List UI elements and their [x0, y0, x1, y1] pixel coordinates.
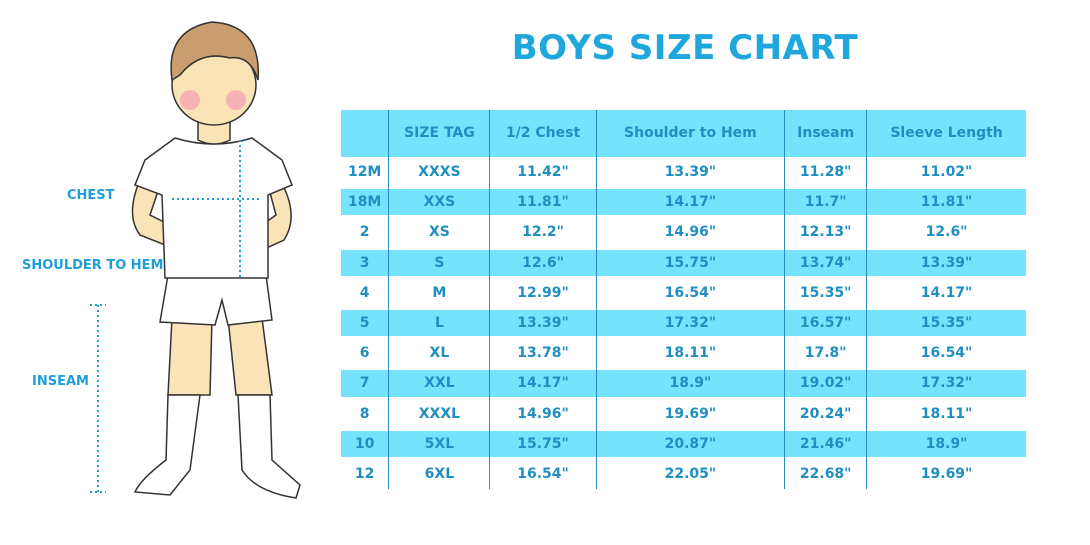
- table-cell: 12.99": [489, 277, 597, 308]
- table-cell: S: [388, 247, 490, 278]
- table-cell: 12.13": [784, 217, 867, 248]
- table-cell: 11.7": [784, 187, 867, 218]
- table-row: 12 6XL 16.54" 22.05" 22.68" 19.69": [341, 458, 1026, 490]
- table-cell: 19.69": [866, 458, 1026, 490]
- table-cell: 11.02": [866, 157, 1026, 188]
- table-cell: 11.28": [784, 157, 867, 188]
- table-cell: 6XL: [388, 458, 490, 490]
- inseam-label: INSEAM: [32, 374, 89, 389]
- table-cell: XXL: [388, 368, 490, 399]
- table-row: 2 XS 12.2" 14.96" 12.13" 12.6": [341, 217, 1026, 248]
- table-cell: 13.39": [489, 307, 597, 339]
- header-row: SIZE TAG 1/2 Chest Shoulder to Hem Inseam Sl…: [341, 110, 1026, 157]
- table-cell: 19.02": [784, 368, 867, 399]
- table-row: 8 XXXL 14.96" 19.69" 20.24" 18.11": [341, 398, 1026, 429]
- column-header: [341, 110, 389, 157]
- table-cell: 18.9": [866, 428, 1026, 459]
- table-cell: 18.9": [595, 368, 785, 399]
- table-cell: 15.35": [784, 277, 867, 308]
- table-row: 12M XXXS 11.42" 13.39" 11.28" 11.02": [341, 157, 1026, 188]
- table-cell: 13.39": [866, 247, 1026, 278]
- table-cell: 16.54": [595, 277, 785, 308]
- table-cell: XS: [388, 217, 490, 248]
- table-cell: 14.96": [595, 217, 785, 248]
- shoulder-to-hem-label: SHOULDER TO HEM: [22, 258, 164, 273]
- column-header: Inseam: [784, 110, 867, 157]
- table-cell: 5: [341, 307, 389, 339]
- table-row: 7 XXL 14.17" 18.9" 19.02" 17.32": [341, 368, 1026, 399]
- table-cell: XXXS: [388, 157, 490, 188]
- table-cell: XL: [388, 338, 490, 369]
- table-cell: 14.96": [489, 398, 597, 429]
- table-cell: 11.42": [489, 157, 597, 188]
- table-cell: M: [388, 277, 490, 308]
- table-row: 5 L 13.39" 17.32" 16.57" 15.35": [341, 307, 1026, 339]
- table-cell: 11.81": [489, 187, 597, 218]
- table-cell: 3: [341, 247, 389, 278]
- table-cell: 18M: [341, 187, 389, 218]
- table-cell: 21.46": [784, 428, 867, 459]
- table-cell: 12: [354, 465, 375, 482]
- table-cell: L: [388, 307, 490, 339]
- table-cell: 15.75": [595, 247, 785, 278]
- table-cell: 15.35": [866, 307, 1026, 339]
- size-table: SIZE TAG 1/2 Chest Shoulder to Hem Inseam Sl…: [341, 110, 1026, 490]
- table-cell: 15.75": [489, 428, 597, 459]
- column-header: 1/2 Chest: [489, 110, 597, 157]
- table-cell: XXXL: [388, 398, 490, 429]
- table-cell: 12.2": [489, 217, 597, 248]
- table-cell: 16.57": [784, 307, 867, 339]
- table-cell: 18.11": [866, 398, 1026, 429]
- table-cell: 2: [359, 224, 370, 241]
- table-row: 4 M 12.99" 16.54" 15.35" 14.17": [341, 277, 1026, 308]
- table-cell: 20.87": [595, 428, 785, 459]
- column-header: Sleeve Length: [866, 110, 1026, 157]
- table-cell: 5XL: [388, 428, 490, 459]
- table-cell: 19.69": [595, 398, 785, 429]
- column-header: SIZE TAG: [388, 110, 490, 157]
- table-cell: 14.17": [595, 187, 785, 218]
- table-cell: 17.32": [866, 368, 1026, 399]
- table-cell: 8: [359, 405, 370, 422]
- table-cell: 4: [359, 284, 370, 301]
- boy-illustration: [90, 21, 301, 499]
- column-header: Shoulder to Hem: [595, 110, 785, 157]
- table-cell: 6: [359, 345, 370, 362]
- table-cell: 14.17": [866, 277, 1026, 308]
- table-cell: 17.8": [784, 338, 867, 369]
- table-row: 18M XXS 11.81" 14.17" 11.7" 11.81": [341, 187, 1026, 218]
- table-cell: 11.81": [866, 187, 1026, 218]
- table-cell: 12.6": [489, 247, 597, 278]
- table-cell: 17.32": [595, 307, 785, 339]
- table-cell: 18.11": [595, 338, 785, 369]
- table-cell: 13.78": [489, 338, 597, 369]
- chest-label: CHEST: [67, 188, 115, 203]
- table-cell: 12.6": [866, 217, 1026, 248]
- table-row: 10 5XL 15.75" 20.87" 21.46" 18.9": [341, 428, 1026, 459]
- table-row: 3 S 12.6" 15.75" 13.74" 13.39": [341, 247, 1026, 278]
- table-cell: 13.39": [595, 157, 785, 188]
- table-cell: 14.17": [489, 368, 597, 399]
- table-cell: XXS: [388, 187, 490, 218]
- table-cell: 12M: [347, 164, 382, 181]
- table-cell: 10: [341, 428, 389, 459]
- table-cell: 16.54": [489, 458, 597, 490]
- page-title: BOYS SIZE CHART: [511, 28, 859, 68]
- table-row: 6 XL 13.78" 18.11" 17.8" 16.54": [341, 338, 1026, 369]
- table-cell: 7: [341, 368, 389, 399]
- table-cell: 20.24": [784, 398, 867, 429]
- table-cell: 22.68": [784, 458, 867, 490]
- table-cell: 22.05": [595, 458, 785, 490]
- table-cell: 16.54": [866, 338, 1026, 369]
- table-cell: 13.74": [784, 247, 867, 278]
